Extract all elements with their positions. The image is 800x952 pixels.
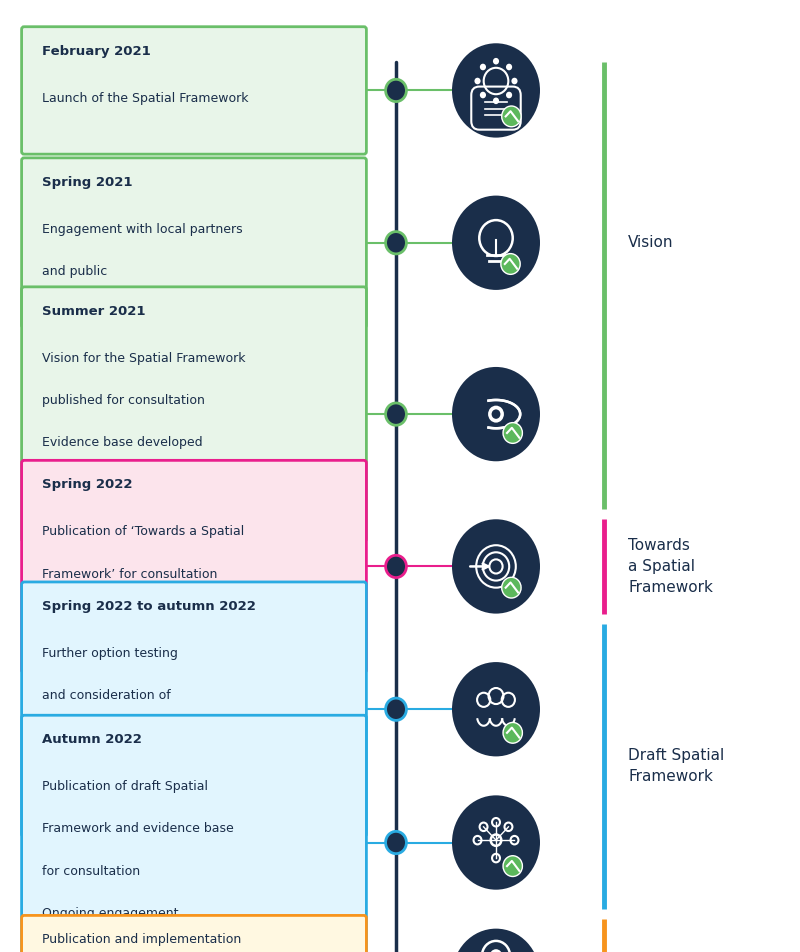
Text: Ongoing engagement: Ongoing engagement xyxy=(42,907,178,921)
Circle shape xyxy=(386,231,406,254)
Circle shape xyxy=(386,79,406,102)
Text: Ongoing engagement: Ongoing engagement xyxy=(42,610,178,623)
Circle shape xyxy=(452,367,540,462)
Text: Spring 2021: Spring 2021 xyxy=(42,176,132,188)
FancyBboxPatch shape xyxy=(22,158,366,327)
Text: February 2021: February 2021 xyxy=(42,45,150,58)
Text: Publication of draft Spatial: Publication of draft Spatial xyxy=(42,780,208,793)
Circle shape xyxy=(493,97,499,104)
Text: Engagement with local partners: Engagement with local partners xyxy=(42,223,242,236)
Circle shape xyxy=(480,91,486,98)
Text: Vision for the Spatial Framework: Vision for the Spatial Framework xyxy=(42,351,245,365)
FancyBboxPatch shape xyxy=(22,916,366,952)
Text: Spring 2022 to autumn 2022: Spring 2022 to autumn 2022 xyxy=(42,600,255,613)
Text: Ongoing engagement: Ongoing engagement xyxy=(42,479,178,492)
FancyBboxPatch shape xyxy=(22,715,366,952)
Circle shape xyxy=(503,723,522,744)
Text: Publication of ‘Towards a Spatial: Publication of ‘Towards a Spatial xyxy=(42,526,244,538)
Circle shape xyxy=(452,519,540,614)
Text: for consultation: for consultation xyxy=(42,864,140,878)
Circle shape xyxy=(491,409,501,419)
Circle shape xyxy=(503,423,522,444)
Circle shape xyxy=(452,195,540,290)
Text: Summer 2021: Summer 2021 xyxy=(42,305,145,318)
Circle shape xyxy=(452,928,540,952)
Circle shape xyxy=(474,78,481,85)
Text: Evidence base developed: Evidence base developed xyxy=(42,436,202,449)
Text: Ongoing engagement: Ongoing engagement xyxy=(42,774,178,787)
Circle shape xyxy=(452,795,540,890)
Text: Spring 2022: Spring 2022 xyxy=(42,478,132,491)
Text: Further option testing: Further option testing xyxy=(42,646,178,660)
Circle shape xyxy=(511,78,518,85)
Text: consultation responses: consultation responses xyxy=(42,731,186,744)
Circle shape xyxy=(488,406,504,423)
Circle shape xyxy=(386,831,406,854)
Circle shape xyxy=(503,856,522,877)
FancyBboxPatch shape xyxy=(22,582,366,837)
Text: Framework’ for consultation: Framework’ for consultation xyxy=(42,567,217,581)
Text: Autumn 2022: Autumn 2022 xyxy=(42,733,142,746)
Circle shape xyxy=(452,43,540,138)
Text: Draft Spatial
Framework: Draft Spatial Framework xyxy=(628,748,724,784)
Text: Vision: Vision xyxy=(628,235,674,250)
Circle shape xyxy=(452,662,540,757)
Text: Towards
a Spatial
Framework: Towards a Spatial Framework xyxy=(628,538,713,595)
Text: Publication and implementation: Publication and implementation xyxy=(42,933,241,946)
FancyBboxPatch shape xyxy=(22,27,366,154)
Circle shape xyxy=(480,64,486,70)
Circle shape xyxy=(502,577,521,598)
Text: Framework and evidence base: Framework and evidence base xyxy=(42,823,234,836)
FancyBboxPatch shape xyxy=(22,461,366,672)
Text: and consideration of: and consideration of xyxy=(42,689,170,703)
Text: published for consultation: published for consultation xyxy=(42,394,205,407)
Circle shape xyxy=(386,555,406,578)
Circle shape xyxy=(386,403,406,426)
Text: and public: and public xyxy=(42,265,107,278)
Circle shape xyxy=(490,949,502,952)
Circle shape xyxy=(506,64,512,70)
FancyBboxPatch shape xyxy=(22,287,366,542)
Circle shape xyxy=(501,253,520,274)
Circle shape xyxy=(493,58,499,65)
Text: Launch of the Spatial Framework: Launch of the Spatial Framework xyxy=(42,91,248,105)
Circle shape xyxy=(502,106,521,127)
Circle shape xyxy=(506,91,512,98)
Circle shape xyxy=(386,698,406,721)
